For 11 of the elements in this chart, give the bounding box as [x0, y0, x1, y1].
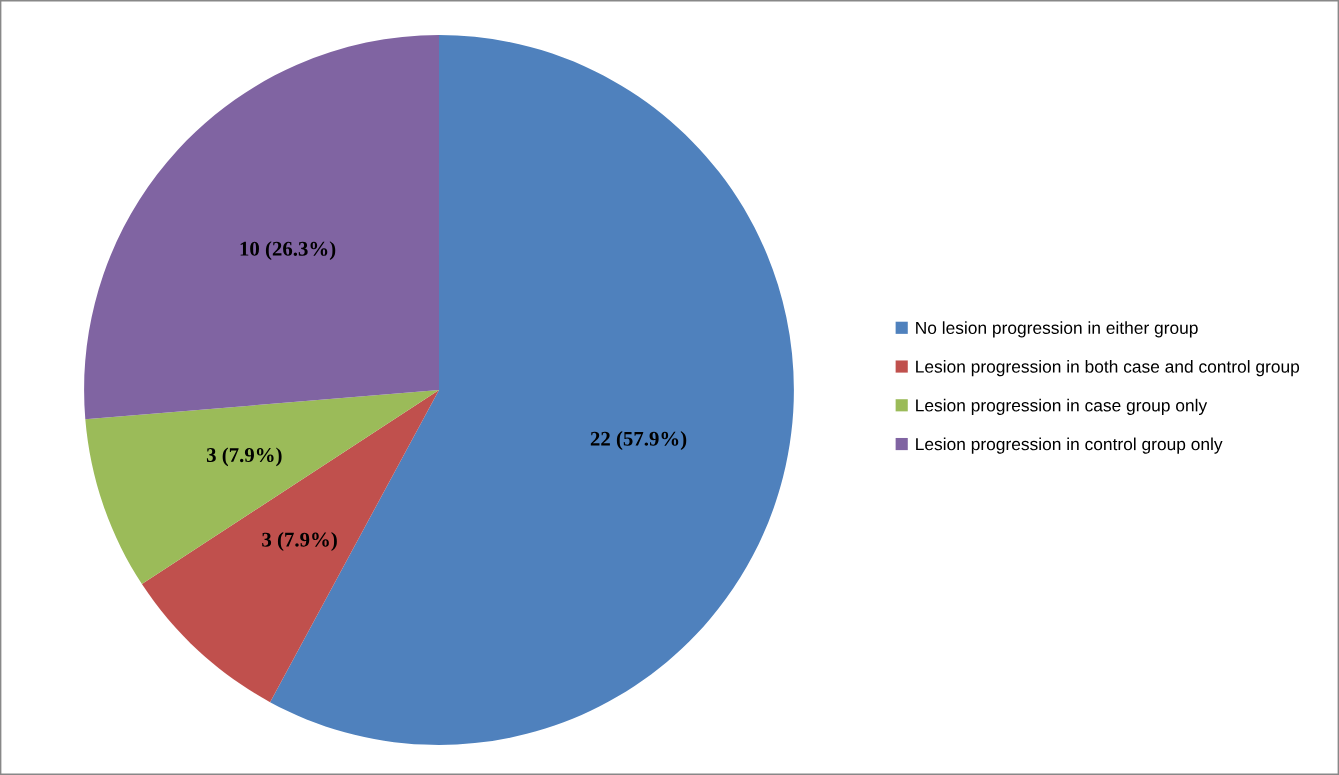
data-label: 3 (7.9%)	[206, 447, 282, 467]
pie-slice	[141, 390, 439, 703]
data-label: 3 (7.9%)	[262, 532, 337, 551]
data-label: 10 (26.3%)	[240, 241, 336, 261]
legend-label: No lesion progression in either group	[916, 321, 1198, 338]
pie-slice	[85, 390, 439, 585]
pie-slice	[84, 35, 439, 420]
legend-label: Lesion progression in control group only	[916, 437, 1223, 454]
legend-label: Lesion progression in case group only	[916, 398, 1208, 415]
data-label: 22 (57.9%)	[590, 431, 687, 450]
legend-label: Lesion progression in both case and control group	[916, 360, 1300, 377]
